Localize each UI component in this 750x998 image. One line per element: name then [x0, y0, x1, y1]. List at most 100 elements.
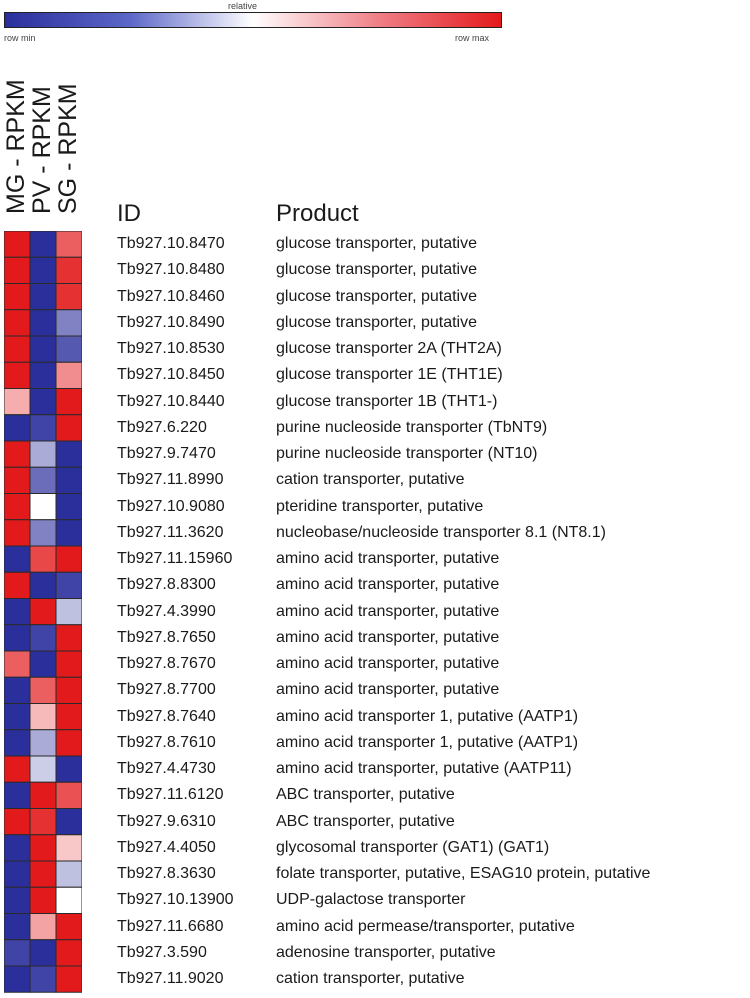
row-id-label: Tb927.8.7640 [117, 707, 216, 725]
row-id-label: Tb927.10.8470 [117, 235, 225, 252]
heatmap-cell-mg [4, 598, 31, 626]
row-id-label: Tb927.8.7700 [117, 681, 216, 699]
heatmap-cell-pv [29, 231, 57, 258]
row-product-label: amino acid transporter 1, putative (AATP… [276, 733, 579, 751]
heatmap-cell-sg [55, 388, 82, 416]
heatmap-cell-pv [29, 361, 57, 389]
row-product-label: adenosine transporter, putative [276, 943, 496, 961]
heatmap-cell-sg [55, 913, 82, 941]
row-id-label: Tb927.10.8490 [117, 313, 225, 331]
row-id-label: Tb927.10.8480 [117, 261, 225, 279]
heatmap-cell-mg [4, 388, 31, 416]
heatmap-cell-mg [4, 729, 31, 757]
heatmap-cell-sg [55, 545, 82, 573]
heatmap-cell-mg [4, 414, 31, 442]
row-id-label: Tb927.11.6120 [117, 786, 224, 804]
heatmap-cell-mg [4, 755, 31, 783]
heatmap-cell-pv [29, 440, 57, 468]
heatmap-cell-sg [55, 571, 82, 599]
heatmap-cell-pv [29, 834, 57, 862]
heatmap-cell-sg [55, 755, 82, 783]
heatmap-cell-pv [29, 466, 57, 494]
row-product-label: amino acid transporter, putative [276, 550, 500, 567]
header-id: ID [117, 200, 141, 227]
heatmap-cell-mg [4, 256, 31, 284]
row-id-label: Tb927.9.6310 [117, 812, 216, 830]
heatmap-cell-mg [4, 440, 31, 468]
heatmap-cell-sg [55, 231, 82, 258]
row-id-label: Tb927.6.220 [117, 418, 207, 436]
heatmap-cell-pv [29, 388, 57, 416]
colorbar-max-label: row max [455, 33, 490, 43]
heatmap-cell-mg [4, 965, 31, 993]
heatmap-cell-mg [4, 361, 31, 389]
heatmap-cell-sg [55, 650, 82, 678]
row-id-label: Tb927.11.6680 [117, 917, 224, 935]
colorbar-min-label: row min [4, 33, 36, 43]
heatmap-cell-mg [4, 309, 31, 337]
heatmap-cell-pv [29, 913, 57, 941]
heatmap-cell-mg [4, 808, 31, 836]
heatmap-cell-pv [29, 256, 57, 284]
row-product-label: folate transporter, putative, ESAG10 pro… [276, 865, 651, 882]
row-id-label: Tb927.11.3620 [117, 523, 224, 541]
heatmap-cell-mg [4, 493, 31, 521]
heatmap-cell-mg [4, 781, 31, 809]
heatmap-cell-pv [29, 624, 57, 652]
row-id-label: Tb927.3.590 [117, 943, 207, 961]
heatmap-cell-sg [55, 256, 82, 284]
row-product-label: nucleobase/nucleoside transporter 8.1 (N… [276, 523, 606, 541]
colorbar-title: relative [228, 1, 258, 11]
row-product-label: purine nucleoside transporter (TbNT9) [276, 418, 548, 436]
row-product-label: ABC transporter, putative [276, 786, 455, 804]
row-id-label: Tb927.10.9080 [117, 497, 225, 515]
row-product-label: amino acid transporter, putative [276, 602, 500, 620]
heatmap-cell-pv [29, 335, 57, 363]
heatmap-cell-mg [4, 466, 31, 494]
row-product-label: purine nucleoside transporter (NT10) [276, 445, 538, 462]
row-product-label: glycosomal transporter (GAT1) (GAT1) [276, 838, 550, 856]
row-product-label: amino acid transporter 1, putative (AATP… [276, 707, 579, 725]
row-product-label: amino acid transporter, putative [276, 681, 500, 699]
heatmap-cell-pv [29, 939, 57, 967]
heatmap-cell-pv [29, 545, 57, 573]
row-product-label: glucose transporter 1B (THT1-) [276, 392, 498, 410]
row-id-label: Tb927.8.7650 [117, 628, 216, 646]
row-id-label: Tb927.11.9020 [117, 970, 224, 987]
heatmap-cell-sg [55, 283, 82, 311]
heatmap-cell-sg [55, 808, 82, 836]
row-id-label: Tb927.8.7610 [117, 733, 216, 751]
heatmap-cell-pv [29, 886, 57, 914]
heatmap-cell-sg [55, 676, 82, 704]
heatmap-cell-mg [4, 886, 31, 914]
heatmap-cell-sg [55, 965, 82, 993]
column-label-pv: PV - RPKM [28, 86, 56, 214]
heatmap-cell-pv [29, 414, 57, 442]
heatmap-cell-sg [55, 493, 82, 521]
heatmap-cell-mg [4, 335, 31, 363]
heatmap-cell-pv [29, 808, 57, 836]
heatmap-cell-mg [4, 939, 31, 967]
heatmap-cell-pv [29, 493, 57, 521]
heatmap-cell-sg [55, 309, 82, 337]
row-id-label: Tb927.8.3630 [117, 865, 216, 882]
row-product-label: glucose transporter 2A (THT2A) [276, 340, 502, 357]
heatmap-cell-mg [4, 545, 31, 573]
heatmap-cell-sg [55, 440, 82, 468]
heatmap-cell-sg [55, 834, 82, 862]
heatmap-cell-pv [29, 860, 57, 888]
row-id-label: Tb927.9.7470 [117, 445, 216, 462]
row-product-label: pteridine transporter, putative [276, 497, 484, 515]
row-id-label: Tb927.10.8460 [117, 287, 225, 305]
heatmap-cell-sg [55, 466, 82, 494]
row-product-label: amino acid transporter, putative [276, 655, 500, 672]
heatmap-cell-mg [4, 519, 31, 547]
heatmap-cell-sg [55, 860, 82, 888]
heatmap-cell-pv [29, 965, 57, 993]
row-id-label: Tb927.8.7670 [117, 655, 216, 672]
row-product-label: glucose transporter, putative [276, 235, 478, 252]
row-id-label: Tb927.10.8450 [117, 366, 225, 384]
heatmap-cell-sg [55, 939, 82, 967]
heatmap-cell-pv [29, 598, 57, 626]
heatmap-cell-sg [55, 335, 82, 363]
